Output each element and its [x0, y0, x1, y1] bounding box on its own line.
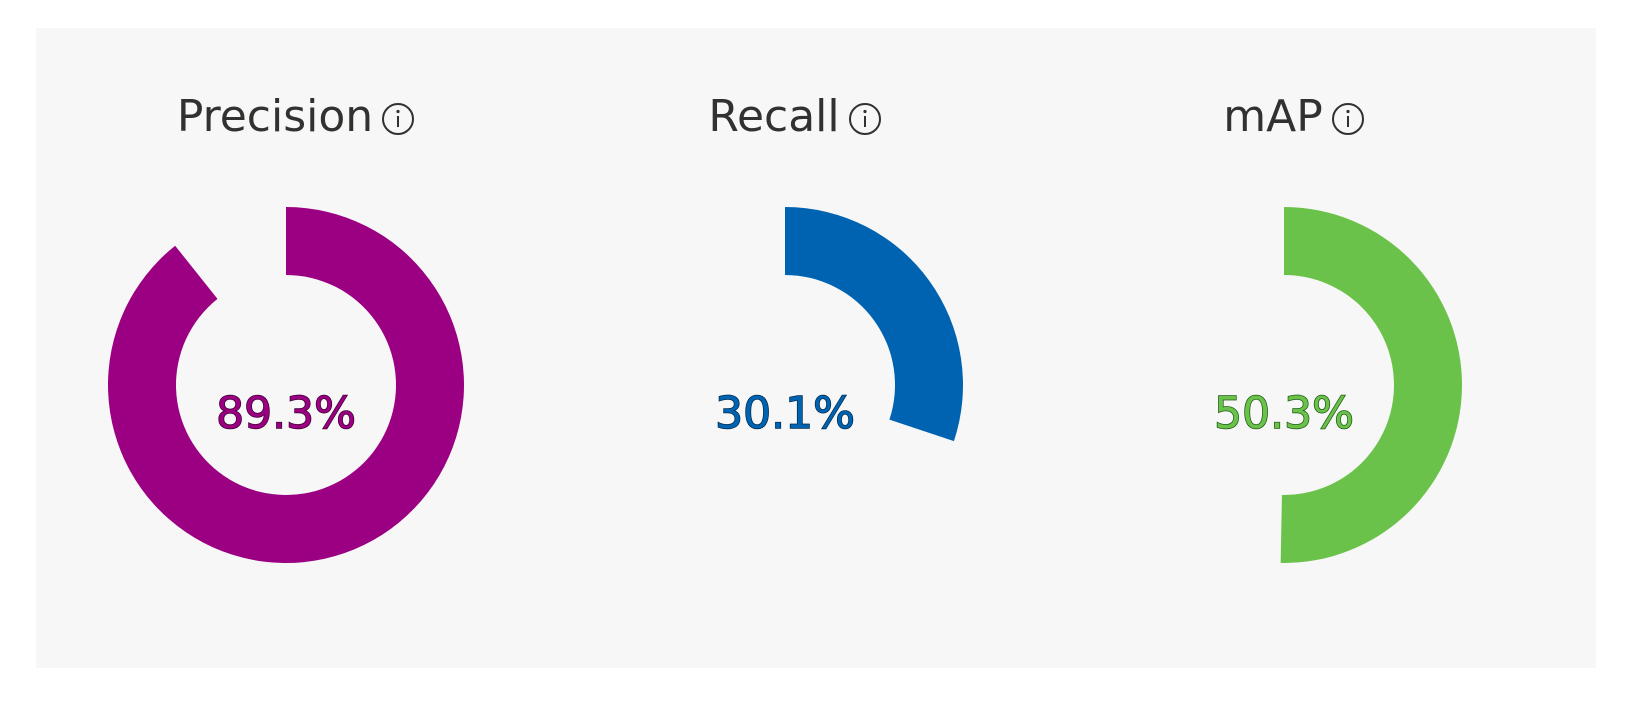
- donut-chart-map: 50.3%: [1213, 207, 1462, 563]
- metric-precision: Precision 89.3%: [36, 28, 556, 668]
- metric-title-precision: Precision: [36, 88, 556, 142]
- metric-title-recall: Recall: [535, 88, 1055, 142]
- donut-chart-precision: 89.3%: [107, 207, 465, 563]
- metrics-panel: Precision 89.3% Recall 30.1% mAP 50.3%: [36, 28, 1596, 668]
- metric-title-label: Precision: [176, 90, 374, 142]
- donut-chart-recall: 30.1%: [714, 207, 963, 442]
- donut-arc-map: [1280, 207, 1462, 563]
- metric-title-map: mAP: [1034, 88, 1554, 142]
- donut-value-precision: 89.3%: [216, 388, 356, 439]
- metric-map: mAP 50.3%: [1034, 28, 1554, 668]
- donut-arc-precision: [107, 207, 465, 563]
- metric-recall: Recall 30.1%: [535, 28, 1055, 668]
- info-icon[interactable]: [381, 102, 415, 136]
- info-icon[interactable]: [1331, 102, 1365, 136]
- donut-value-map: 50.3%: [1214, 388, 1354, 439]
- donut-arc-recall: [785, 207, 963, 442]
- info-icon[interactable]: [848, 102, 882, 136]
- metric-title-label: Recall: [708, 90, 840, 142]
- metric-title-label: mAP: [1223, 90, 1323, 142]
- donut-value-recall: 30.1%: [715, 388, 855, 439]
